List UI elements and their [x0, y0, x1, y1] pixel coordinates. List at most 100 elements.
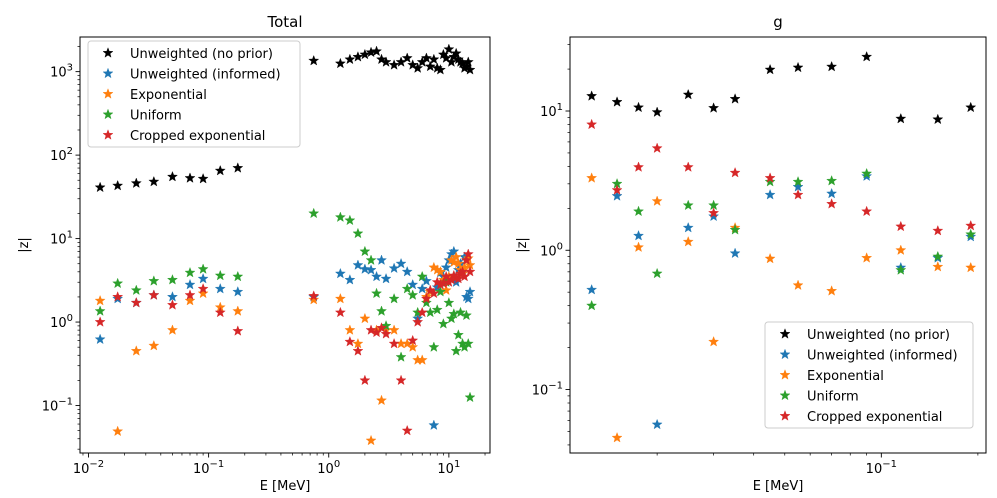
point-uniform: [365, 254, 377, 265]
point-exponential: [94, 294, 106, 306]
point-unweighted-informed: [448, 245, 460, 257]
point-unweighted-informed: [352, 259, 364, 270]
point-exponential: [232, 305, 244, 316]
point-unweighted-informed: [682, 222, 694, 233]
point-exponential: [965, 261, 977, 273]
point-uniform: [214, 269, 226, 281]
point-unweighted-no-prior: [148, 175, 160, 187]
point-unweighted-informed: [416, 283, 428, 294]
point-exponential: [130, 345, 142, 356]
point-unweighted-no-prior: [420, 52, 432, 63]
point-cropped-exponential: [420, 293, 432, 304]
point-unweighted-informed: [334, 267, 346, 279]
point-unweighted-no-prior: [112, 179, 124, 191]
point-uniform: [166, 274, 178, 285]
point-exponential: [344, 324, 356, 335]
point-unweighted-no-prior: [94, 181, 106, 193]
point-uniform: [729, 224, 741, 235]
point-unweighted-no-prior: [682, 88, 694, 100]
x-axis-label: E [MeV]: [260, 479, 311, 494]
point-unweighted-no-prior: [197, 173, 209, 184]
point-exponential: [308, 293, 320, 305]
point-cropped-exponential: [344, 336, 356, 347]
point-exponential: [682, 236, 694, 247]
point-unweighted-no-prior: [708, 102, 720, 113]
point-exponential: [365, 434, 377, 446]
point-cropped-exponential: [729, 167, 741, 178]
point-uniform: [334, 211, 346, 222]
point-unweighted-no-prior: [412, 62, 424, 73]
point-unweighted-informed: [401, 266, 413, 277]
point-unweighted-informed: [371, 270, 383, 282]
point-uniform: [861, 167, 873, 179]
point-unweighted-no-prior: [932, 113, 944, 125]
point-unweighted-no-prior: [445, 56, 457, 67]
point-unweighted-no-prior: [388, 59, 400, 70]
point-uniform: [112, 277, 124, 289]
point-exponential: [861, 252, 873, 263]
point-uniform: [452, 329, 464, 340]
point-unweighted-no-prior: [586, 90, 598, 101]
point-unweighted-informed: [359, 263, 371, 274]
point-uniform: [388, 293, 400, 304]
point-cropped-exponential: [895, 220, 907, 232]
legend-label-uniform: Uniform: [807, 390, 859, 405]
point-exponential: [112, 425, 124, 437]
point-unweighted-no-prior: [424, 60, 436, 72]
point-unweighted-informed: [586, 284, 598, 295]
point-exponential: [450, 251, 462, 262]
point-exponential: [440, 284, 452, 295]
chart-panel-total: 10−2 10−1 100 101 10−1 100 101 102 103 Total E [Me…: [17, 13, 491, 494]
data-points: [94, 43, 476, 446]
y-tick-label: 10−1: [532, 381, 563, 399]
point-unweighted-informed: [420, 275, 432, 286]
point-unweighted-informed: [440, 261, 452, 273]
x-tick-label: 10−2: [73, 459, 104, 477]
point-unweighted-informed: [764, 189, 776, 200]
point-cropped-exponential: [633, 161, 645, 172]
point-exponential: [452, 257, 464, 269]
point-unweighted-no-prior: [965, 101, 977, 113]
point-uniform: [197, 263, 209, 274]
point-unweighted-informed: [344, 274, 356, 285]
point-exponential: [359, 312, 371, 324]
point-unweighted-no-prior: [443, 43, 455, 55]
point-unweighted-no-prior: [895, 112, 907, 124]
data-points: [586, 51, 977, 443]
point-exponential: [197, 287, 209, 299]
axes-frame: [79, 36, 491, 454]
point-uniform: [371, 287, 383, 299]
point-uniform: [633, 205, 645, 217]
point-unweighted-no-prior: [376, 53, 388, 65]
legend-marker-unweighted-informed: [102, 67, 114, 79]
point-cropped-exponential: [232, 325, 244, 336]
point-unweighted-informed: [826, 187, 838, 199]
point-cropped-exponential: [792, 189, 804, 200]
point-uniform: [965, 228, 977, 240]
legend-marker-exponential: [102, 88, 114, 99]
point-unweighted-informed: [365, 264, 377, 275]
point-cropped-exponential: [148, 289, 160, 300]
point-uniform: [431, 304, 443, 315]
point-exponential: [376, 394, 388, 406]
point-unweighted-no-prior: [434, 64, 446, 75]
point-unweighted-informed: [428, 419, 440, 430]
point-uniform: [932, 250, 944, 262]
legend-label-uniform: Uniform: [130, 109, 182, 124]
point-uniform: [148, 275, 160, 286]
legend-label-unweighted-no-prior: Unweighted (no prior): [807, 328, 950, 343]
legend-marker-unweighted-informed: [779, 348, 791, 360]
point-unweighted-informed: [94, 333, 106, 345]
point-unweighted-informed: [395, 257, 407, 269]
point-exponential: [611, 432, 623, 443]
point-uniform: [352, 227, 364, 239]
point-exponential: [895, 244, 907, 255]
point-exponential: [708, 336, 720, 347]
point-uniform: [450, 345, 462, 356]
point-exponential: [826, 285, 838, 296]
point-cropped-exponential: [395, 374, 407, 386]
point-exponential: [586, 172, 598, 183]
point-unweighted-informed: [184, 278, 196, 290]
point-unweighted-no-prior: [214, 164, 226, 176]
